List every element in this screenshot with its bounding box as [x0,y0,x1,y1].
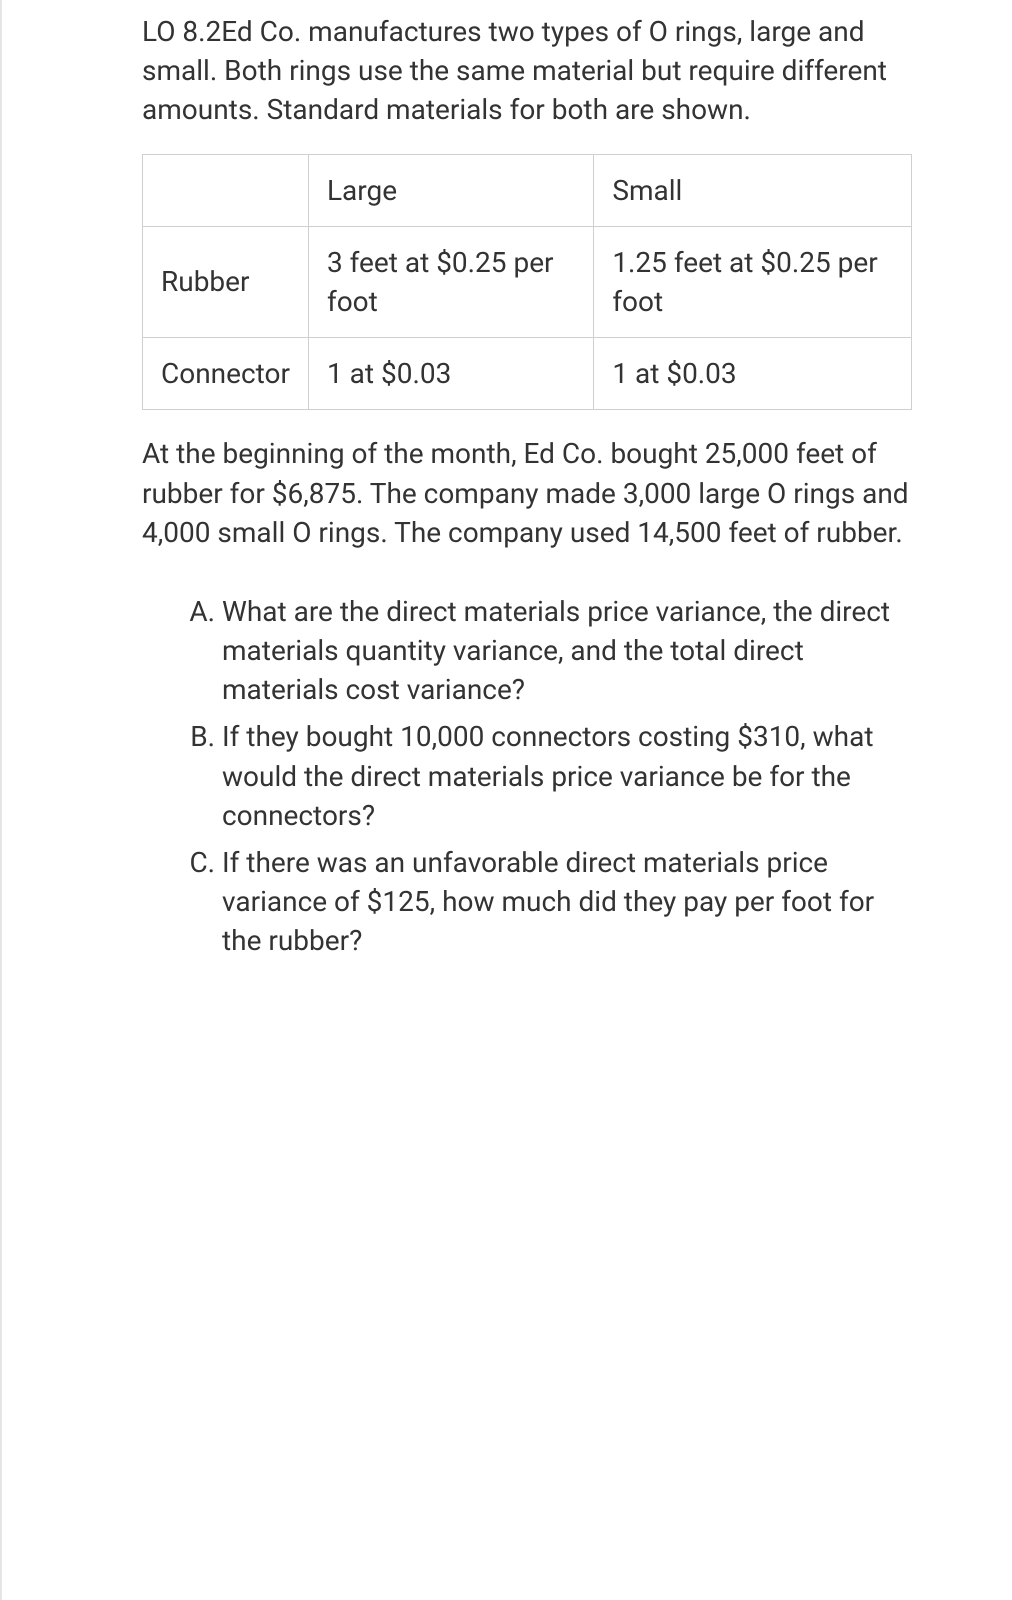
row-label: Rubber [143,226,309,337]
col-header-large: Large [308,154,593,226]
col-header-small: Small [594,154,912,226]
table-header-row: Large Small [143,154,912,226]
cell: 1.25 feet at $0.25 per foot [594,226,912,337]
col-header-blank [143,154,309,226]
table-row: Connector 1 at $0.03 1 at $0.03 [143,338,912,410]
question-list: What are the direct materials price vari… [142,592,912,961]
content-block: LO 8.2Ed Co. manufactures two types of O… [142,12,912,961]
materials-table: Large Small Rubber 3 feet at $0.25 per f… [142,154,912,411]
cell: 1 at $0.03 [308,338,593,410]
after-table-paragraph: At the beginning of the month, Ed Co. bo… [142,434,912,552]
table-row: Rubber 3 feet at $0.25 per foot 1.25 fee… [143,226,912,337]
list-item: If there was an unfavorable direct mater… [222,843,912,961]
cell: 3 feet at $0.25 per foot [308,226,593,337]
row-label: Connector [143,338,309,410]
cell: 1 at $0.03 [594,338,912,410]
page: LO 8.2Ed Co. manufactures two types of O… [0,0,1012,1600]
list-item: If they bought 10,000 connectors costing… [222,717,912,835]
list-item: What are the direct materials price vari… [222,592,912,710]
intro-paragraph: LO 8.2Ed Co. manufactures two types of O… [142,12,912,130]
